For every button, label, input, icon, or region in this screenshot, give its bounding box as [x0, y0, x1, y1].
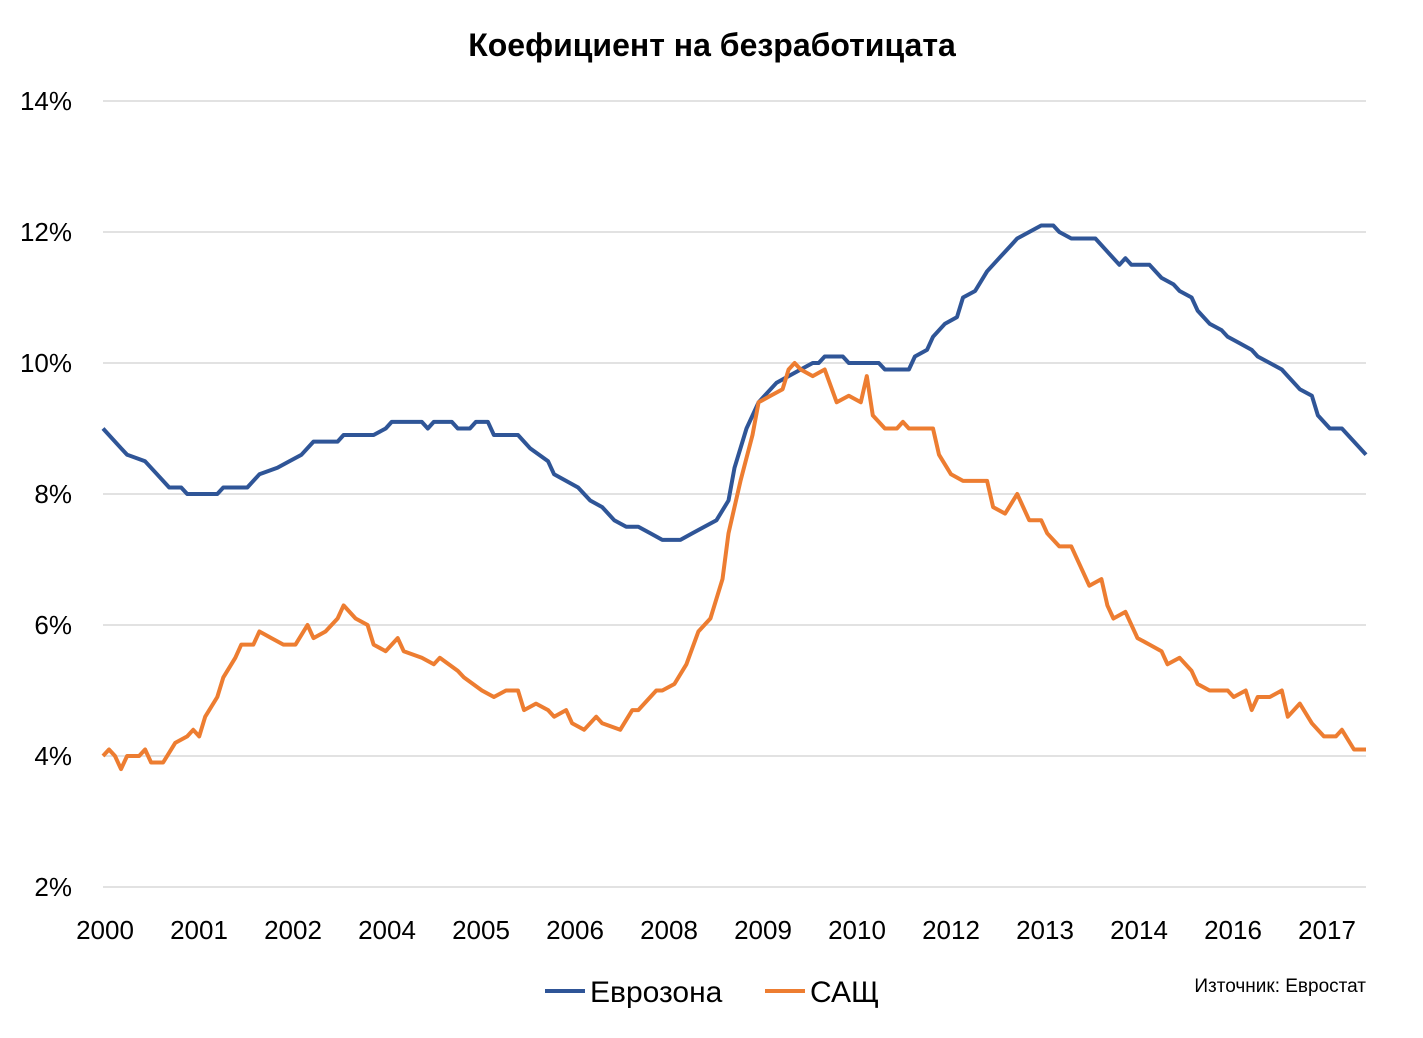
y-tick-label: 4% [34, 741, 72, 771]
y-tick-label: 2% [34, 872, 72, 902]
series-lines [101, 223, 1368, 772]
gridlines [103, 100, 1366, 888]
series-line-eurozone [101, 223, 1368, 542]
source-note: Източник: Евростат [1194, 976, 1366, 997]
x-tick-label: 2013 [1016, 915, 1074, 945]
x-tick-label: 2008 [640, 915, 698, 945]
y-tick-label: 12% [20, 217, 72, 247]
legend-label-usa: САЩ [810, 976, 879, 1009]
y-tick-label: 8% [34, 479, 72, 509]
x-tick-label: 2002 [264, 915, 322, 945]
y-tick-label: 10% [20, 348, 72, 378]
legend: Еврозона САЩ [545, 976, 879, 1009]
x-tick-label: 2004 [358, 915, 416, 945]
series-line-usa [101, 361, 1366, 772]
x-tick-label: 2005 [452, 915, 510, 945]
legend-label-eurozone: Еврозона [590, 976, 723, 1009]
x-tick-label: 2010 [828, 915, 886, 945]
x-tick-label: 2001 [170, 915, 228, 945]
x-tick-label: 2012 [922, 915, 980, 945]
y-axis-ticks: 2% 4% 6% 8% 10% 12% 14% [20, 86, 72, 902]
x-tick-label: 2009 [734, 915, 792, 945]
x-tick-label: 2000 [76, 915, 134, 945]
x-tick-label: 2016 [1204, 915, 1262, 945]
x-tick-label: 2017 [1298, 915, 1356, 945]
chart-title: Коефициент на безработицата [468, 27, 956, 63]
x-tick-label: 2006 [546, 915, 604, 945]
y-tick-label: 14% [20, 86, 72, 116]
y-tick-label: 6% [34, 610, 72, 640]
x-tick-label: 2014 [1110, 915, 1168, 945]
x-axis-ticks: 2000 2001 2002 2004 2005 2006 2008 2009 2010 2012… [76, 915, 1356, 945]
